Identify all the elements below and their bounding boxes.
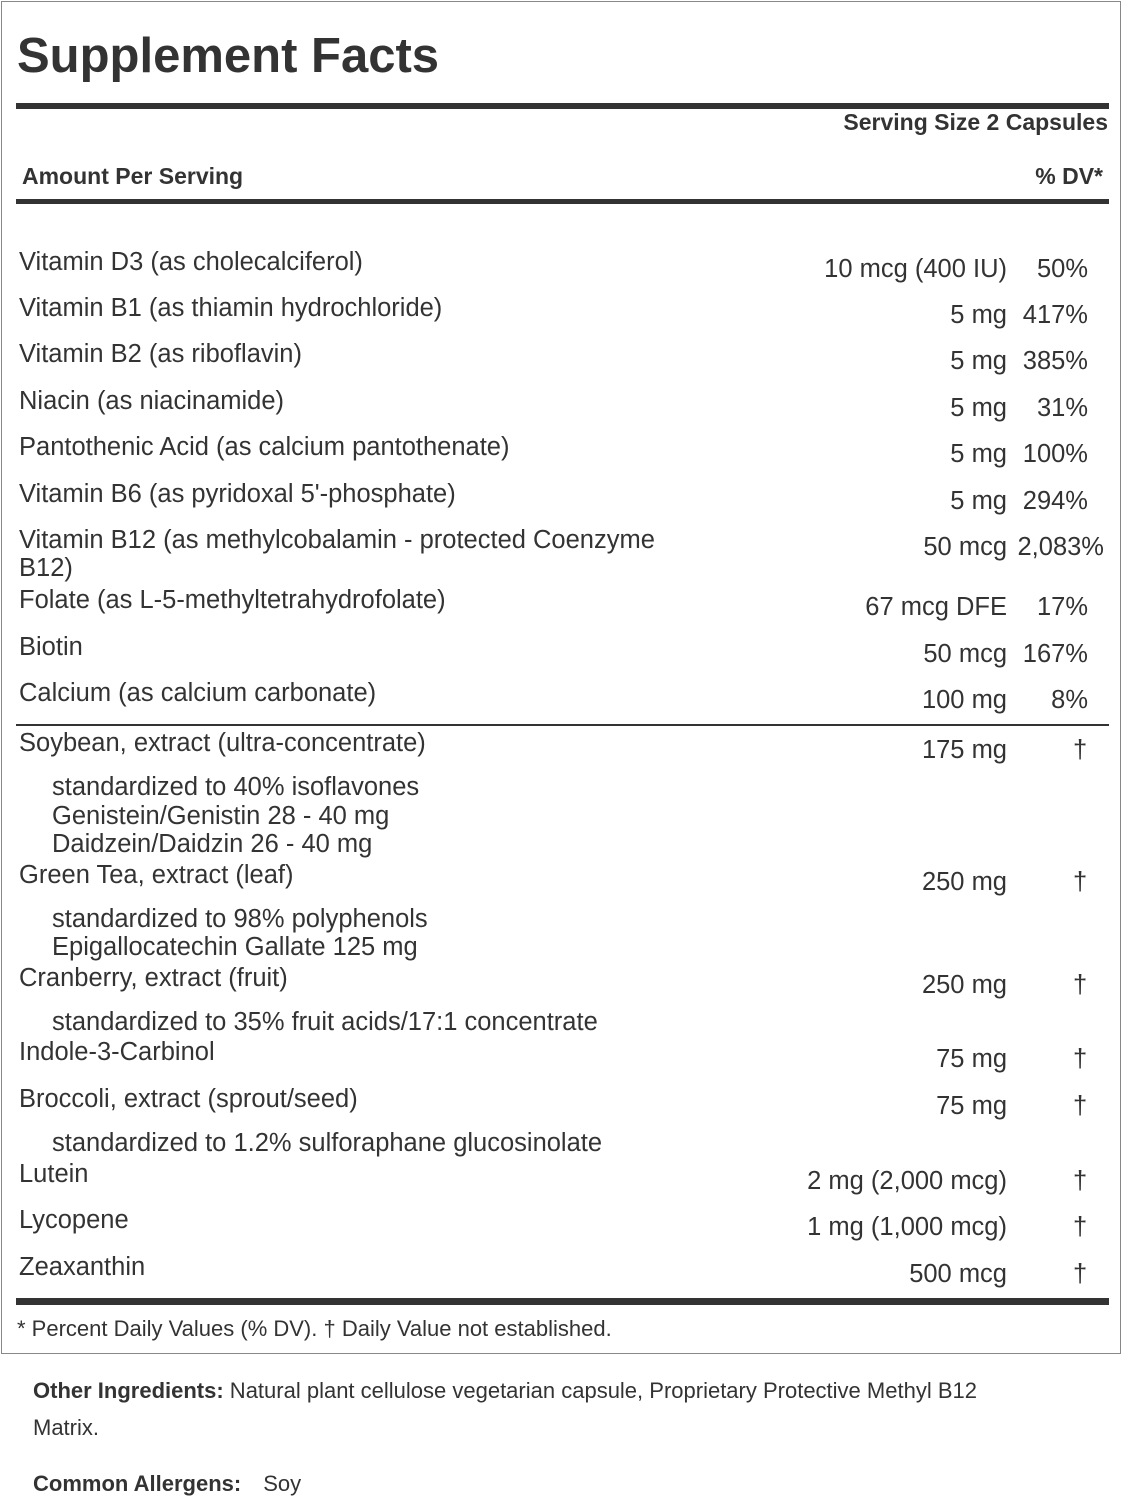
dagger-mark: † [1073, 1092, 1088, 1120]
nutrient-dv: 50% [1036, 255, 1088, 283]
ingredient-row: Lycopene 1 mg (1,000 mcg) † [0, 1206, 1125, 1241]
nutrient-dv: 8% [1051, 686, 1088, 714]
nutrient-name-cont: B12) [19, 554, 73, 582]
ingredient-amount: 250 mg [921, 868, 1007, 896]
nutrient-name: Vitamin D3 (as cholecalciferol) [19, 248, 363, 276]
ingredient-row: Soybean, extract (ultra-concentrate) 175 … [0, 729, 1125, 764]
allergens-text: Soy [263, 1471, 302, 1496]
nutrient-amount: 5 mg [950, 487, 1007, 515]
ingredient-standardization: standardized to 35% fruit acids/17:1 con… [52, 1008, 598, 1036]
nutrient-row: Vitamin B2 (as riboflavin) 5 mg 385% [0, 340, 1125, 375]
nutrient-name: Calcium (as calcium carbonate) [19, 679, 377, 707]
ingredient-amount: 75 mg [936, 1092, 1007, 1120]
dagger-mark: † [1073, 1167, 1088, 1195]
nutrient-row: Pantothenic Acid (as calcium pantothenat… [0, 433, 1125, 468]
ingredient-name: Indole-3-Carbinol [19, 1038, 215, 1066]
ingredient-standardization: standardized to 1.2% sulforaphane glucos… [52, 1129, 603, 1157]
other-ingredients-text: Natural plant cellulose vegetarian capsu… [223, 1378, 977, 1403]
nutrient-row: Biotin 50 mcg 167% [0, 633, 1125, 668]
ingredient-name: Cranberry, extract (fruit) [19, 964, 288, 992]
nutrient-dv: 385% [1022, 347, 1088, 375]
ingredient-amount: 2 mg (2,000 mcg) [807, 1167, 1007, 1195]
panel-title: Supplement Facts [17, 29, 440, 83]
nutrient-amount: 50 mcg [923, 533, 1007, 561]
nutrient-amount: 67 mcg DFE [865, 593, 1007, 621]
ingredient-standardization: standardized to 40% isoflavones [52, 773, 420, 801]
serving-size: Serving Size 2 Capsules [843, 109, 1108, 135]
divider-thick [16, 103, 1109, 109]
dv-header: % DV* [1035, 163, 1103, 189]
nutrient-row: Niacin (as niacinamide) 5 mg 31% [0, 387, 1125, 422]
nutrient-amount: 100 mg [921, 686, 1007, 714]
nutrient-name: Vitamin B2 (as riboflavin) [19, 340, 302, 368]
dagger-mark: † [1073, 736, 1088, 764]
ingredient-row: Zeaxanthin 500 mcg † [0, 1253, 1125, 1288]
nutrient-amount: 5 mg [950, 394, 1007, 422]
ingredient-standardization: Genistein/Genistin 28 - 40 mg [52, 802, 390, 830]
nutrient-row: Vitamin B6 (as pyridoxal 5'-phosphate) 5 … [0, 480, 1125, 515]
nutrient-dv: 167% [1022, 640, 1088, 668]
ingredient-standardization: Daidzein/Daidzin 26 - 40 mg [52, 830, 373, 858]
divider-thin [16, 724, 1109, 726]
ingredient-row: Cranberry, extract (fruit) 250 mg † [0, 964, 1125, 999]
ingredient-name: Zeaxanthin [19, 1253, 146, 1281]
supplement-facts-panel [1, 1, 1121, 1354]
allergens-label: Common Allergens: [33, 1471, 242, 1496]
nutrient-dv: 17% [1036, 593, 1088, 621]
nutrient-dv: 2,083% [1017, 533, 1105, 561]
nutrient-row: Calcium (as calcium carbonate) 100 mg 8% [0, 679, 1125, 714]
ingredient-name: Soybean, extract (ultra-concentrate) [19, 729, 426, 757]
nutrient-row: Vitamin B1 (as thiamin hydrochloride) 5 m… [0, 294, 1125, 329]
nutrient-amount: 10 mcg (400 IU) [824, 255, 1007, 283]
nutrient-name: Vitamin B6 (as pyridoxal 5'-phosphate) [19, 480, 456, 508]
ingredient-amount: 175 mg [921, 736, 1007, 764]
other-ingredients-label: Other Ingredients: [33, 1378, 224, 1403]
ingredient-amount: 250 mg [921, 971, 1007, 999]
nutrient-dv: 417% [1022, 301, 1088, 329]
dagger-mark: † [1073, 1045, 1088, 1073]
footnote: * Percent Daily Values (% DV). † Daily V… [17, 1316, 612, 1341]
nutrient-amount: 5 mg [950, 347, 1007, 375]
common-allergens: Common Allergens: Soy [33, 1471, 301, 1497]
ingredient-amount: 1 mg (1,000 mcg) [807, 1213, 1007, 1241]
ingredient-name: Lycopene [19, 1206, 129, 1234]
nutrient-amount: 5 mg [950, 440, 1007, 468]
nutrient-dv: 100% [1022, 440, 1088, 468]
ingredient-row: Indole-3-Carbinol 75 mg † [0, 1038, 1125, 1073]
nutrient-amount: 5 mg [950, 301, 1007, 329]
nutrient-row: Vitamin D3 (as cholecalciferol) 10 mcg (4… [0, 248, 1125, 283]
nutrient-row: Vitamin B12 (as methylcobalamin - protec… [0, 526, 1125, 582]
dagger-mark: † [1073, 868, 1088, 896]
ingredient-standardization: Epigallocatechin Gallate 125 mg [52, 933, 418, 961]
nutrient-dv: 294% [1022, 487, 1088, 515]
nutrient-name: Biotin [19, 633, 83, 661]
dagger-mark: † [1073, 971, 1088, 999]
dagger-mark: † [1073, 1260, 1088, 1288]
divider-thick [16, 199, 1109, 204]
ingredient-amount: 75 mg [936, 1045, 1007, 1073]
ingredient-row: Broccoli, extract (sprout/seed) 75 mg † [0, 1085, 1125, 1120]
ingredient-name: Broccoli, extract (sprout/seed) [19, 1085, 358, 1113]
ingredient-row: Lutein 2 mg (2,000 mcg) † [0, 1160, 1125, 1195]
dagger-mark: † [1073, 1213, 1088, 1241]
other-ingredients: Other Ingredients: Natural plant cellulo… [33, 1378, 977, 1404]
nutrient-row: Folate (as L-5-methyltetrahydrofolate) 67… [0, 586, 1125, 621]
amount-per-serving-header: Amount Per Serving [22, 163, 244, 189]
ingredient-name: Lutein [19, 1160, 89, 1188]
ingredient-name: Green Tea, extract (leaf) [19, 861, 294, 889]
ingredient-amount: 500 mcg [909, 1260, 1007, 1288]
nutrient-name: Folate (as L-5-methyltetrahydrofolate) [19, 586, 446, 614]
nutrient-name: Vitamin B1 (as thiamin hydrochloride) [19, 294, 443, 322]
nutrient-amount: 50 mcg [923, 640, 1007, 668]
other-ingredients-cont: Matrix. [33, 1415, 99, 1440]
ingredient-row: Green Tea, extract (leaf) 250 mg † [0, 861, 1125, 896]
nutrient-dv: 31% [1036, 394, 1088, 422]
divider-thick [16, 1298, 1109, 1305]
nutrient-name: Niacin (as niacinamide) [19, 387, 285, 415]
nutrient-name: Pantothenic Acid (as calcium pantothenat… [19, 433, 510, 461]
ingredient-standardization: standardized to 98% polyphenols [52, 905, 428, 933]
nutrient-name: Vitamin B12 (as methylcobalamin - protec… [19, 526, 655, 554]
